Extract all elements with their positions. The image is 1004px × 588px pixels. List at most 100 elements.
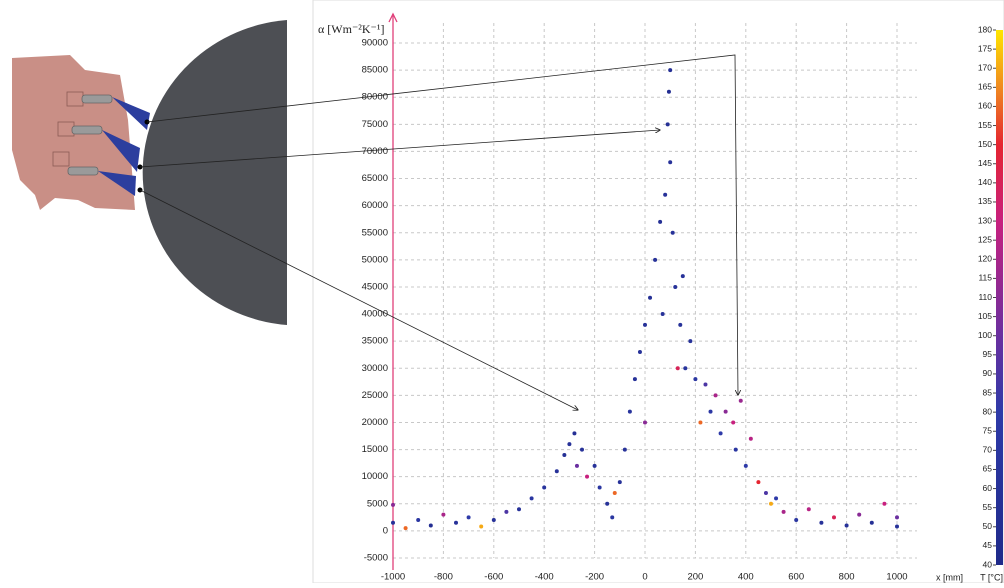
point — [454, 521, 458, 525]
point — [658, 220, 662, 224]
point — [734, 448, 738, 452]
y-tick-label: 30000 — [362, 363, 388, 374]
x-tick-label: -400 — [535, 572, 554, 583]
colorbar-tick-label: 40 — [983, 559, 993, 569]
point — [555, 469, 559, 473]
y-tick-label: 45000 — [362, 281, 388, 292]
wheel — [143, 20, 287, 325]
x-tick-label: 0 — [642, 572, 647, 583]
point — [653, 258, 657, 262]
colorbar-tick-label: 160 — [978, 101, 992, 111]
y-axis-title: α [Wm⁻²K⁻¹] — [318, 22, 384, 36]
colorbar-tick-label: 85 — [983, 387, 993, 397]
point — [845, 523, 849, 527]
point — [492, 518, 496, 522]
x-tick-label: -800 — [434, 572, 453, 583]
y-tick-label: 20000 — [362, 417, 388, 428]
y-tick-label: 0 — [383, 525, 388, 536]
colorbar-tick-label: 50 — [983, 521, 993, 531]
point — [668, 160, 672, 164]
y-tick-label: 85000 — [362, 65, 388, 76]
point — [404, 526, 408, 530]
point — [678, 323, 682, 327]
point — [671, 231, 675, 235]
x-axis-title: x [mm] — [936, 572, 963, 582]
colorbar-tick-label: 80 — [983, 406, 993, 416]
colorbar-tick-label: 55 — [983, 502, 993, 512]
x-tick-label: -1000 — [381, 572, 405, 583]
point — [673, 285, 677, 289]
x-tick-label: 200 — [687, 572, 703, 583]
y-tick-label: 25000 — [362, 390, 388, 401]
point — [633, 377, 637, 381]
point — [698, 420, 702, 424]
point — [628, 410, 632, 414]
figure: -500005000100001500020000250003000035000… — [0, 0, 1004, 583]
point — [610, 515, 614, 519]
point — [870, 521, 874, 525]
x-tick-label: 800 — [839, 572, 855, 583]
colorbar-tick-label: 170 — [978, 62, 992, 72]
y-tick-label: 65000 — [362, 173, 388, 184]
point — [819, 521, 823, 525]
point — [895, 515, 899, 519]
point — [643, 420, 647, 424]
point — [782, 510, 786, 514]
colorbar-tick-label: 175 — [978, 43, 992, 53]
colorbar-tick-label: 70 — [983, 445, 993, 455]
point — [681, 274, 685, 278]
y-tick-label: 50000 — [362, 254, 388, 265]
colorbar-tick-label: 90 — [983, 368, 993, 378]
point — [668, 68, 672, 72]
y-tick-label: 35000 — [362, 336, 388, 347]
point — [517, 507, 521, 511]
colorbar-tick-label: 130 — [978, 215, 992, 225]
colorbar-tick-label: 115 — [978, 273, 992, 283]
x-tick-label: 1000 — [886, 572, 907, 583]
point — [807, 507, 811, 511]
chart-panel — [313, 0, 1004, 583]
point — [479, 525, 483, 529]
point — [648, 296, 652, 300]
point — [667, 90, 671, 94]
colorbar-tick-label: 105 — [978, 311, 992, 321]
colorbar-tick-label: 135 — [978, 196, 992, 206]
point — [638, 350, 642, 354]
colorbar-tick-label: 75 — [983, 426, 993, 436]
point — [857, 513, 861, 517]
y-tick-label: -5000 — [364, 553, 388, 564]
point — [756, 480, 760, 484]
point — [703, 383, 707, 387]
point — [623, 448, 627, 452]
colorbar-tick-label: 125 — [978, 234, 992, 244]
colorbar-tick-label: 100 — [978, 330, 992, 340]
point — [744, 464, 748, 468]
point — [613, 491, 617, 495]
point — [719, 431, 723, 435]
x-tick-label: 400 — [738, 572, 754, 583]
point — [832, 515, 836, 519]
y-tick-label: 90000 — [362, 38, 388, 49]
colorbar-tick-label: 150 — [978, 139, 992, 149]
y-tick-label: 5000 — [367, 498, 388, 509]
y-tick-label: 40000 — [362, 309, 388, 320]
point — [429, 523, 433, 527]
colorbar-title: T [°C] — [980, 572, 1003, 582]
point — [882, 502, 886, 506]
point — [441, 513, 445, 517]
x-tick-label: 600 — [788, 572, 804, 583]
point — [676, 366, 680, 370]
x-tick-label: -200 — [585, 572, 604, 583]
colorbar — [996, 30, 1003, 565]
point — [593, 464, 597, 468]
point — [572, 431, 576, 435]
point — [618, 480, 622, 484]
colorbar-tick-label: 140 — [978, 177, 992, 187]
point — [605, 502, 609, 506]
point — [391, 503, 395, 507]
point — [794, 518, 798, 522]
colorbar-tick-label: 60 — [983, 483, 993, 493]
point — [391, 521, 395, 525]
colorbar-tick-label: 110 — [978, 292, 992, 302]
y-tick-label: 10000 — [362, 471, 388, 482]
